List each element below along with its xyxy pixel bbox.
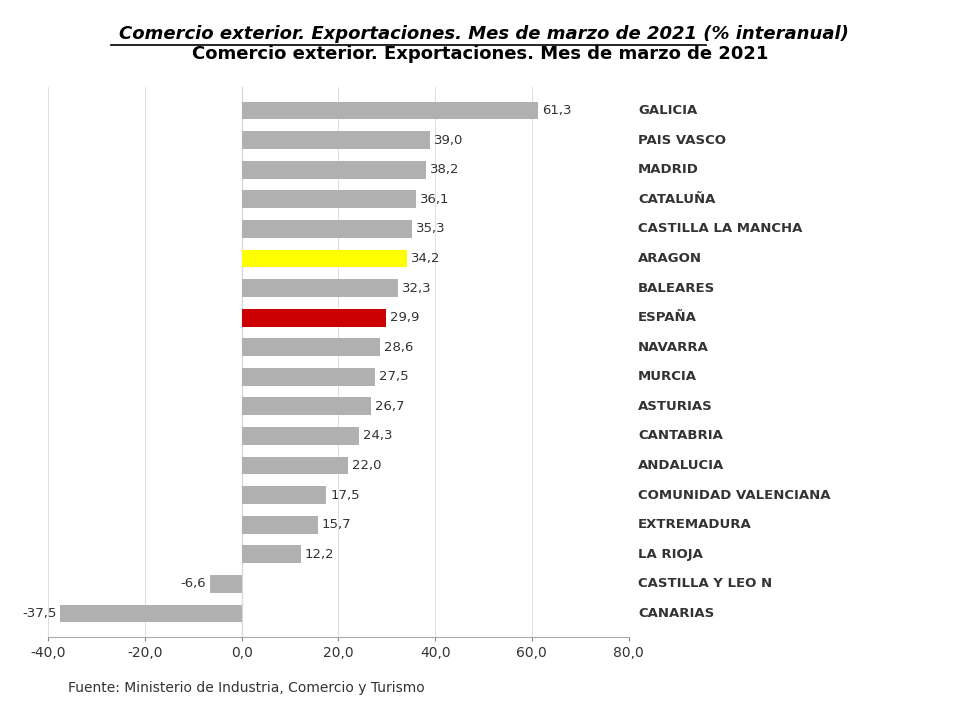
Text: Comercio exterior. Exportaciones. Mes de marzo de 2021: Comercio exterior. Exportaciones. Mes de… bbox=[192, 45, 775, 63]
Text: CASTILLA Y LEO N: CASTILLA Y LEO N bbox=[638, 577, 773, 590]
Text: NAVARRA: NAVARRA bbox=[638, 341, 709, 354]
Bar bbox=[242, 368, 375, 386]
Bar bbox=[210, 575, 242, 593]
Text: 15,7: 15,7 bbox=[322, 518, 351, 531]
Text: Fuente: Ministerio de Industria, Comercio y Turismo: Fuente: Ministerio de Industria, Comerci… bbox=[68, 681, 425, 695]
Text: ESPAÑA: ESPAÑA bbox=[638, 311, 697, 324]
Text: COMUNIDAD VALENCIANA: COMUNIDAD VALENCIANA bbox=[638, 489, 831, 502]
Text: Comercio exterior. Exportaciones. Mes de marzo de 2021 (% interanual): Comercio exterior. Exportaciones. Mes de… bbox=[119, 25, 848, 43]
Bar bbox=[242, 487, 327, 504]
Bar bbox=[242, 515, 317, 534]
Text: 22,0: 22,0 bbox=[352, 459, 382, 472]
Bar bbox=[242, 101, 538, 119]
Bar bbox=[242, 338, 380, 356]
Text: CASTILLA LA MANCHA: CASTILLA LA MANCHA bbox=[638, 222, 803, 235]
Text: MADRID: MADRID bbox=[638, 163, 699, 176]
Text: 38,2: 38,2 bbox=[430, 163, 460, 176]
Bar bbox=[242, 220, 412, 237]
Text: BALEARES: BALEARES bbox=[638, 282, 716, 295]
Text: 28,6: 28,6 bbox=[384, 341, 413, 354]
Text: ANDALUCIA: ANDALUCIA bbox=[638, 459, 724, 472]
Text: ASTURIAS: ASTURIAS bbox=[638, 400, 713, 413]
Text: CANARIAS: CANARIAS bbox=[638, 607, 715, 620]
Text: 35,3: 35,3 bbox=[417, 222, 446, 235]
Text: 29,9: 29,9 bbox=[390, 311, 420, 324]
Bar bbox=[242, 397, 371, 416]
Text: MURCIA: MURCIA bbox=[638, 370, 697, 383]
Text: CATALUÑA: CATALUÑA bbox=[638, 193, 716, 206]
Text: 12,2: 12,2 bbox=[305, 548, 335, 561]
Bar bbox=[242, 250, 407, 267]
Text: 32,3: 32,3 bbox=[402, 282, 431, 295]
Text: CANTABRIA: CANTABRIA bbox=[638, 429, 723, 442]
Text: 24,3: 24,3 bbox=[364, 429, 393, 442]
Text: 17,5: 17,5 bbox=[331, 489, 360, 502]
Bar bbox=[242, 457, 348, 474]
Text: 61,3: 61,3 bbox=[542, 104, 571, 117]
Text: GALICIA: GALICIA bbox=[638, 104, 697, 117]
Bar bbox=[242, 161, 426, 179]
Bar bbox=[242, 545, 301, 563]
Bar bbox=[242, 427, 360, 445]
Text: EXTREMADURA: EXTREMADURA bbox=[638, 518, 752, 531]
Bar bbox=[242, 279, 398, 297]
Bar bbox=[242, 131, 430, 149]
Text: 36,1: 36,1 bbox=[420, 193, 450, 206]
Bar bbox=[242, 308, 387, 327]
Bar bbox=[242, 190, 417, 209]
Text: 26,7: 26,7 bbox=[375, 400, 404, 413]
Text: ARAGON: ARAGON bbox=[638, 252, 702, 265]
Text: PAIS VASCO: PAIS VASCO bbox=[638, 134, 726, 147]
Text: 27,5: 27,5 bbox=[379, 370, 408, 383]
Text: 39,0: 39,0 bbox=[434, 134, 463, 147]
Text: -6,6: -6,6 bbox=[181, 577, 206, 590]
Text: LA RIOJA: LA RIOJA bbox=[638, 548, 703, 561]
Text: -37,5: -37,5 bbox=[22, 607, 57, 620]
Bar bbox=[60, 605, 242, 623]
Text: 34,2: 34,2 bbox=[411, 252, 441, 265]
